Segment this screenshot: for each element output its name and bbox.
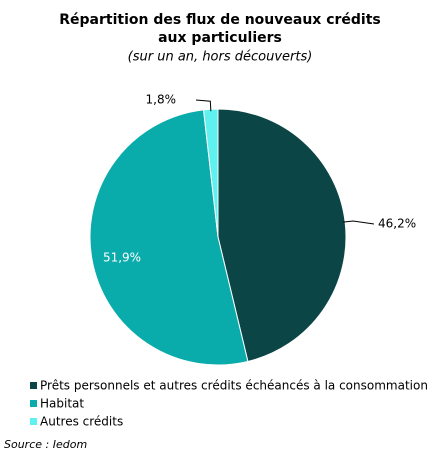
source: Source : Iedom (4, 438, 87, 451)
data-label: 51,9% (103, 251, 141, 265)
legend-swatch (30, 400, 37, 407)
chart-title: Répartition des flux de nouveaux crédits (59, 12, 381, 28)
legend-label: Habitat (40, 397, 84, 411)
legend-label: Prêts personnels et autres crédits échéa… (40, 379, 428, 393)
data-label: 46,2% (378, 217, 416, 231)
legend-swatch (30, 382, 37, 389)
leader-line (343, 220, 375, 225)
legend-swatch (30, 418, 37, 425)
data-label: 1,8% (146, 93, 177, 107)
chart-title: aux particuliers (158, 30, 282, 46)
leader-line (195, 99, 212, 112)
pie-slice (89, 109, 249, 366)
legend-label: Autres crédits (40, 415, 123, 429)
chart-subtitle: (sur un an, hors découverts) (128, 50, 313, 65)
